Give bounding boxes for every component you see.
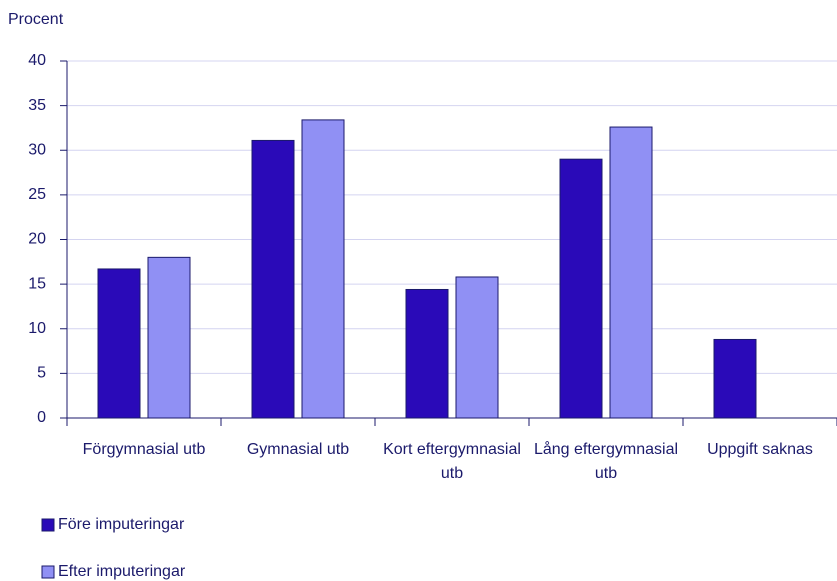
bar [301, 119, 345, 419]
bar [251, 139, 295, 419]
x-tick-label: Lång eftergymnasial utb [533, 441, 679, 482]
legend-swatch [41, 518, 55, 532]
legend-label: Efter imputeringar [58, 563, 186, 580]
y-tick-label: 40 [28, 52, 46, 69]
y-tick-label: 10 [28, 320, 46, 337]
legend-swatch [41, 565, 55, 579]
bar [147, 256, 191, 419]
y-tick-label: 25 [28, 186, 46, 203]
bar [455, 276, 499, 419]
legend-label: Före imputeringar [58, 516, 185, 533]
bar [405, 288, 449, 419]
y-tick-label: 15 [28, 275, 46, 292]
x-tick-label: Gymnasial utb [246, 441, 350, 458]
x-tick-label: Förgymnasial utb [82, 441, 206, 458]
y-tick-label: 20 [28, 231, 46, 248]
bar [559, 158, 603, 419]
bar [609, 126, 653, 419]
x-tick-label: Kort eftergymnasial utb [383, 441, 521, 482]
y-axis-title: Procent [8, 11, 64, 28]
y-tick-label: 0 [37, 409, 46, 426]
bar [97, 268, 141, 419]
y-tick-label: 30 [28, 141, 46, 158]
y-tick-label: 5 [37, 365, 46, 382]
bar [713, 338, 757, 419]
x-tick-label: Uppgift saknas [707, 441, 813, 458]
y-tick-label: 35 [28, 97, 46, 114]
